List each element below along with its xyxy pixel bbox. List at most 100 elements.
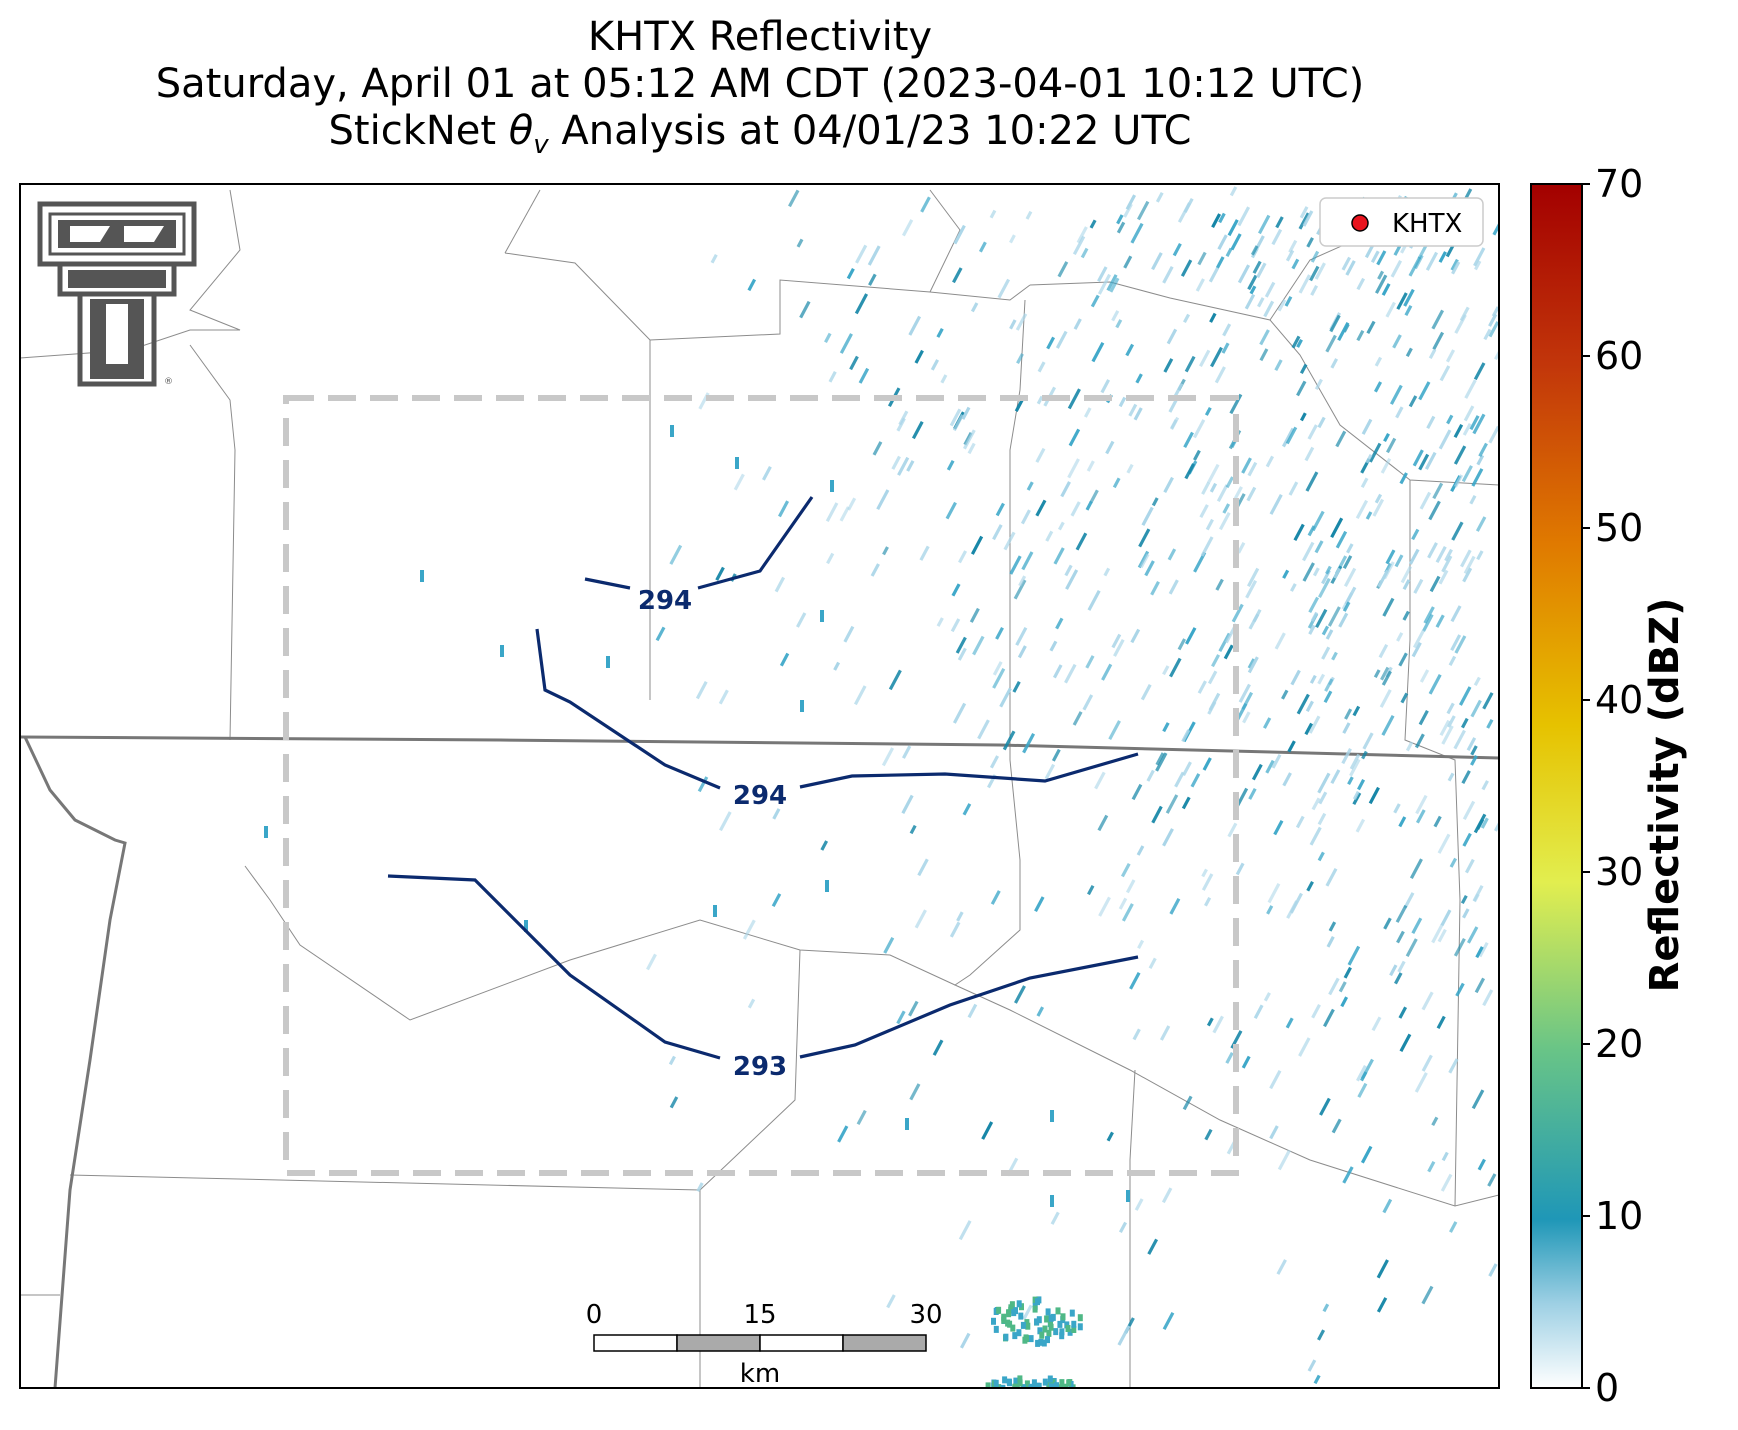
echo-gate xyxy=(962,429,976,450)
echo-gate xyxy=(1206,463,1220,484)
echo-gate xyxy=(1018,1392,1023,1399)
echo-gate xyxy=(1395,904,1408,923)
echo-gate xyxy=(1035,447,1046,463)
echo-gate xyxy=(1478,442,1488,458)
contour-line-294-north xyxy=(697,496,814,590)
echo-gate xyxy=(1167,548,1177,561)
echo-gate xyxy=(1058,1385,1064,1388)
echo-gate xyxy=(1018,1392,1023,1399)
echo-gate xyxy=(1411,528,1420,541)
echo-gate xyxy=(1304,446,1315,462)
echo-gate xyxy=(1039,1331,1045,1339)
theta-symbol: θ xyxy=(508,108,534,154)
echo-gate xyxy=(990,890,1001,905)
echo-gate xyxy=(902,745,912,759)
echo-gate xyxy=(1130,628,1141,644)
echo-gate xyxy=(959,1332,971,1349)
echo-gate xyxy=(1305,700,1314,712)
echo-gate xyxy=(1330,517,1344,538)
title-line-1: KHTX Reflectivity xyxy=(587,14,933,60)
echo-gate xyxy=(1193,419,1206,439)
echo-gate xyxy=(1330,769,1341,785)
echo-gate xyxy=(1010,1324,1016,1332)
echo-gate xyxy=(1298,274,1311,294)
echo-gate xyxy=(908,315,922,336)
echo-gate xyxy=(1379,689,1392,708)
echo-gate xyxy=(1235,862,1245,876)
echo-gate xyxy=(1392,334,1402,349)
echo-gate xyxy=(1356,330,1365,342)
colorbar-gradient xyxy=(1530,183,1583,1389)
echo-gate xyxy=(1168,579,1179,595)
echo-gate xyxy=(1400,565,1413,584)
echo-gate xyxy=(1469,415,1480,431)
echo-gate xyxy=(1285,426,1298,445)
echo-gate xyxy=(1310,611,1319,622)
echo-gate xyxy=(1346,543,1354,554)
echo-gate xyxy=(1386,437,1397,454)
echo-gate xyxy=(1162,1312,1175,1331)
echo-gate xyxy=(1144,560,1155,577)
echo-gate xyxy=(1021,551,1034,571)
echo-gate xyxy=(1376,1297,1388,1313)
echo-gate xyxy=(1020,1384,1026,1388)
scale-bar: 0 15 30 km xyxy=(586,1300,943,1389)
echo-gate xyxy=(1409,858,1423,879)
echo-gate xyxy=(1108,720,1121,741)
echo-gate xyxy=(1472,413,1486,435)
echo-gate xyxy=(967,442,976,455)
echo-gate xyxy=(1361,418,1373,435)
echo-gate xyxy=(828,371,837,383)
echo-gate xyxy=(1237,542,1246,554)
echo-gate xyxy=(1376,250,1387,266)
echo-gate xyxy=(1091,342,1105,363)
echo-gate xyxy=(992,661,1003,676)
echo-gate xyxy=(1075,532,1088,551)
echo-gate xyxy=(1337,322,1350,341)
echo-gate xyxy=(1478,941,1489,958)
echo-gate xyxy=(1080,247,1089,259)
echo-gate xyxy=(1357,778,1366,791)
echo-gate xyxy=(1295,815,1305,829)
echo-gate xyxy=(1464,858,1475,874)
echo-gate xyxy=(953,224,966,245)
echo-gate xyxy=(1389,384,1403,405)
colorbar-tick-label: 50 xyxy=(1595,506,1644,550)
echo-gate xyxy=(1317,851,1325,862)
echo-gate xyxy=(1421,1054,1433,1072)
echo-gate xyxy=(1250,245,1259,256)
echo-gate xyxy=(1428,500,1441,521)
echo-gate xyxy=(1028,1385,1034,1388)
echo-gate xyxy=(1069,1309,1075,1317)
echo-gate xyxy=(952,702,967,724)
echo-gate xyxy=(1016,1329,1022,1337)
echo-gate xyxy=(868,273,877,286)
echo-gate xyxy=(1055,1307,1061,1315)
echo-gate xyxy=(1182,1095,1193,1111)
echo-gate xyxy=(1296,380,1307,397)
echo-gate xyxy=(1265,759,1275,774)
echo-gate xyxy=(1184,463,1196,480)
echo-gate xyxy=(1453,445,1467,465)
echo-gate xyxy=(1169,897,1181,915)
echo-gate xyxy=(906,460,915,472)
echo-gate xyxy=(1256,262,1267,279)
echo-gate xyxy=(1376,1259,1389,1279)
echo-gate xyxy=(1017,1375,1023,1383)
echo-gate xyxy=(950,618,961,633)
echo-gate xyxy=(1230,233,1242,251)
echo-gate xyxy=(1044,1389,1049,1396)
echo-gate xyxy=(1395,406,1404,419)
echo-gate xyxy=(774,576,786,593)
echo-gate xyxy=(1009,319,1017,330)
scalebar-unit-label: km xyxy=(740,1359,780,1389)
echo-gate xyxy=(1440,909,1452,927)
echo-gate xyxy=(1349,758,1361,777)
echo-gate xyxy=(1310,250,1320,263)
echo-gate xyxy=(1123,203,1133,218)
echo-gate xyxy=(989,755,1000,769)
echo-gate xyxy=(1448,655,1457,667)
echo-gate xyxy=(1241,1055,1251,1069)
echo-gate xyxy=(930,359,940,371)
echo-gate xyxy=(1445,349,1456,363)
